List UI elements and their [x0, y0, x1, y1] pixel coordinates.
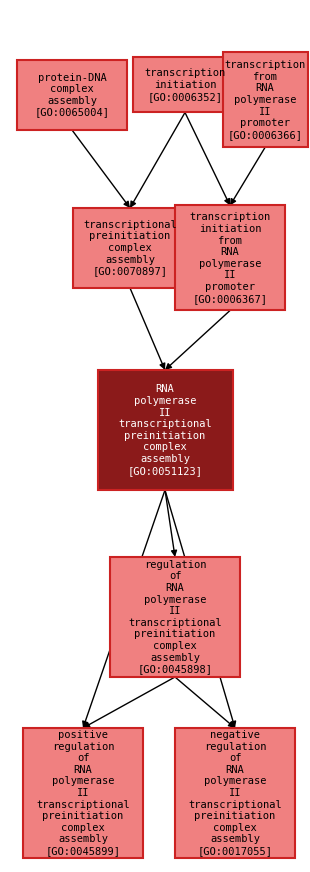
- Text: transcription
from
RNA
polymerase
II
promoter
[GO:0006366]: transcription from RNA polymerase II pro…: [224, 60, 306, 140]
- Text: transcriptional
preinitiation
complex
assembly
[GO:0070897]: transcriptional preinitiation complex as…: [83, 220, 177, 276]
- Text: transcription
initiation
[GO:0006352]: transcription initiation [GO:0006352]: [144, 68, 226, 102]
- FancyBboxPatch shape: [132, 58, 237, 112]
- Text: negative
regulation
of
RNA
polymerase
II
transcriptional
preinitiation
complex
a: negative regulation of RNA polymerase II…: [188, 730, 282, 856]
- Text: protein-DNA
complex
assembly
[GO:0065004]: protein-DNA complex assembly [GO:0065004…: [34, 72, 109, 118]
- FancyBboxPatch shape: [175, 206, 285, 310]
- FancyBboxPatch shape: [223, 52, 308, 147]
- FancyBboxPatch shape: [175, 728, 295, 858]
- FancyBboxPatch shape: [110, 557, 240, 677]
- FancyBboxPatch shape: [73, 208, 188, 288]
- Text: RNA
polymerase
II
transcriptional
preinitiation
complex
assembly
[GO:0051123]: RNA polymerase II transcriptional preini…: [118, 385, 212, 475]
- Text: regulation
of
RNA
polymerase
II
transcriptional
preinitiation
complex
assembly
[: regulation of RNA polymerase II transcri…: [128, 560, 222, 674]
- FancyBboxPatch shape: [17, 60, 127, 130]
- FancyBboxPatch shape: [98, 370, 232, 490]
- Text: transcription
initiation
from
RNA
polymerase
II
promoter
[GO:0006367]: transcription initiation from RNA polyme…: [189, 213, 271, 303]
- Text: positive
regulation
of
RNA
polymerase
II
transcriptional
preinitiation
complex
a: positive regulation of RNA polymerase II…: [36, 730, 130, 856]
- FancyBboxPatch shape: [23, 728, 143, 858]
